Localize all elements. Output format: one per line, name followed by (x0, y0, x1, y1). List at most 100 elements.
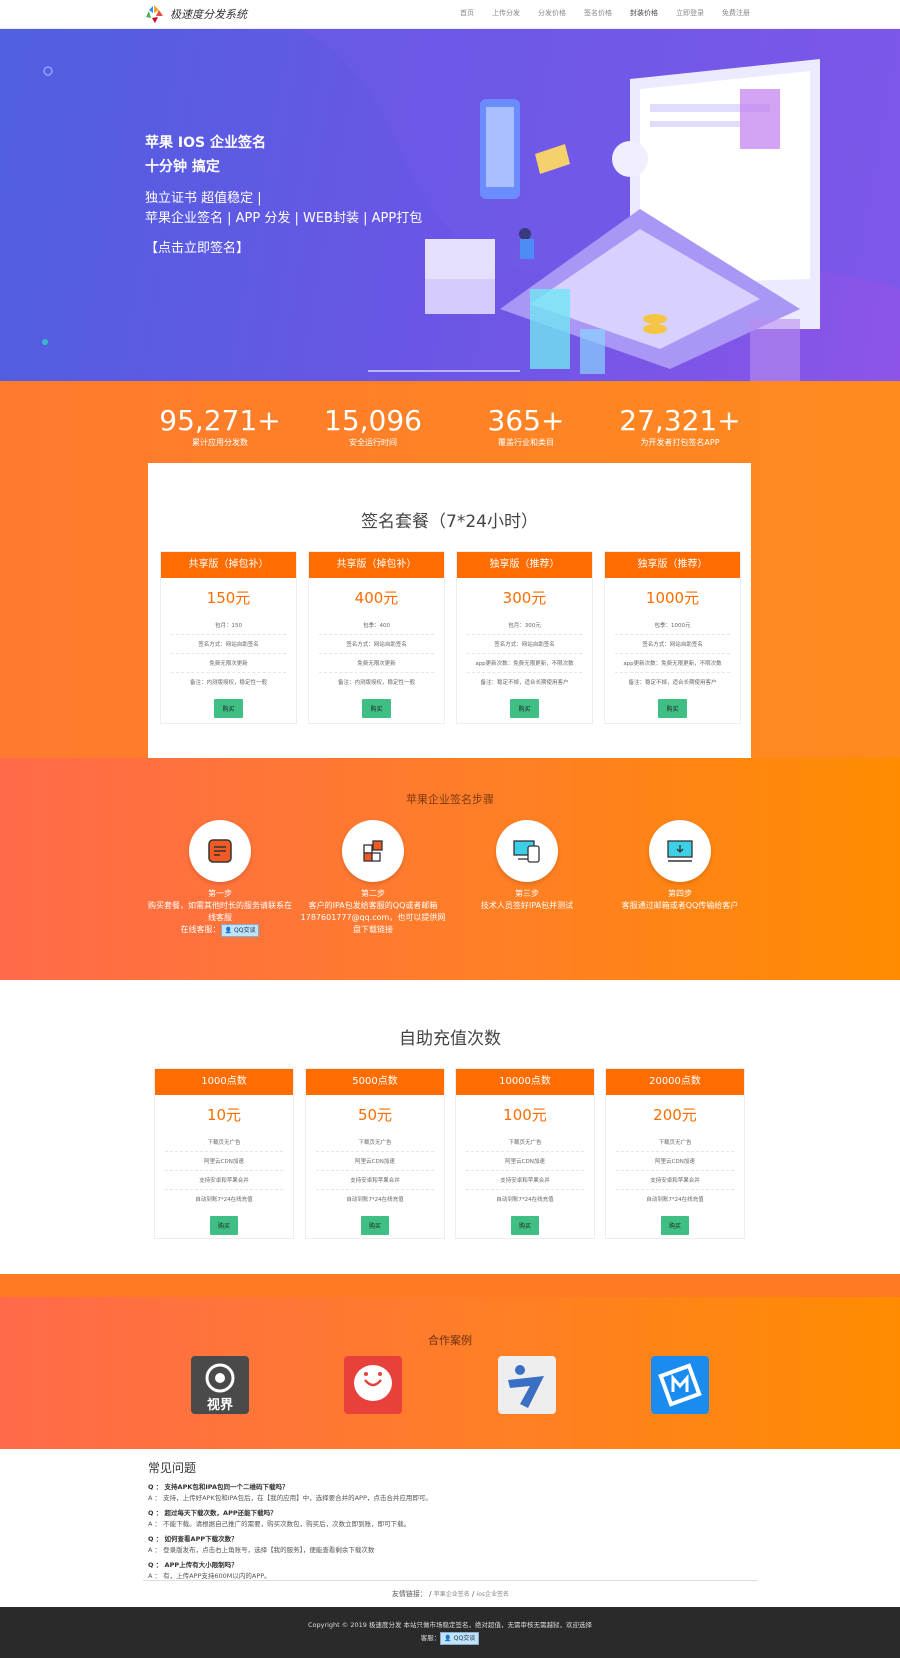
partner-logo-smile[interactable] (344, 1356, 402, 1414)
faq-answer: A ： 有，上传APP支持600M以内的APP。 (148, 1572, 271, 1580)
plan-feature: app更新次数：免费无限更新，不限次数 (467, 654, 582, 673)
recharge-plan-card: 10000点数 100元 下载页无广告 阿里云CDN加速 支持安卓和苹果合并 自动到账7… (455, 1068, 595, 1239)
plan-feature: 签名方式：网站自助签名 (615, 635, 730, 654)
stat-label: 覆盖行业和类目 (498, 438, 554, 447)
partner-logo-shijie[interactable]: 视界 (191, 1356, 249, 1414)
plan-name: 10000点数 (456, 1069, 594, 1095)
buy-button[interactable]: 购买 (362, 699, 391, 718)
plan-feature: 签名方式：网站自助签名 (467, 635, 582, 654)
plan-name: 共享版（掉包补） (161, 552, 296, 578)
plan-feature: 阿里云CDN加速 (316, 1152, 434, 1171)
service-label: 客服： (420, 1634, 441, 1642)
buy-button[interactable]: 购买 (209, 1216, 238, 1235)
stat-label: 安全运行时间 (349, 438, 397, 447)
plan-name: 独享版（推荐） (605, 552, 740, 578)
plan-price: 50元 (357, 1106, 393, 1124)
nav-sign-price[interactable]: 签名价格 (584, 9, 612, 17)
step-title: 第二步 (361, 889, 385, 898)
plan-price: 200元 (653, 1106, 697, 1124)
plan-feature: 自动到账7*24在线充值 (496, 1197, 554, 1203)
plan-name: 5000点数 (306, 1069, 444, 1095)
faq-answer: A ： 登录版发布，点击右上角账号，选择【我的服务】，便能查看剩余下载次数 (148, 1546, 375, 1554)
plan-feature: app更新次数：免费无限更新，不限次数 (615, 654, 730, 673)
buy-button[interactable]: 购买 (360, 1216, 389, 1235)
plan-name: 1000点数 (155, 1069, 293, 1095)
divider-strip (0, 1274, 900, 1297)
footer-qq-chat-button[interactable]: 👤 QQ交谈 (440, 1632, 480, 1645)
monitor-download-icon (667, 840, 693, 862)
qq-icon: 👤 (444, 1635, 452, 1642)
nav-login[interactable]: 立即登录 (676, 9, 704, 17)
friend-link-apple-sign[interactable]: 苹果企业签名 (433, 1591, 470, 1598)
qq-chat-button[interactable]: 👤 QQ交谈 (220, 924, 260, 937)
footer: Copyright © 2019 极速度分发 本站只做市场稳定签名，绝对超值，无… (0, 1607, 900, 1658)
plan-feature: 签名方式：网站自助签名 (319, 635, 434, 654)
plan-name: 共享版（掉包补） (309, 552, 444, 578)
partner-logo-runner[interactable] (498, 1356, 556, 1414)
stat-apps: 27,321+ 为开发者打包签名APP (600, 405, 760, 448)
step-text: 购买套餐，如需其他时长的服务请联系在线客服 (148, 901, 292, 922)
plan-price: 150元 (206, 589, 251, 607)
document-icon (208, 839, 232, 863)
faq-question: Q ： 超过每天下载次数，APP还能下载吗？ (148, 1509, 277, 1517)
plan-price: 300元 (502, 589, 547, 607)
top-nav: 极速度分发系统 首页 上传分发 分发价格 签名价格 封装价格 立即登录 免费注册 (0, 0, 900, 29)
separator: / (472, 1590, 475, 1598)
hero-sign-now-link[interactable]: 【点击立即签名】 (145, 241, 250, 256)
stat-uptime: 15,096 安全运行时间 (293, 405, 453, 448)
plan-feature: 自动到账7*24在线充值 (646, 1197, 704, 1203)
runner-logo-icon (508, 1365, 544, 1408)
recharge-plan-card: 1000点数 10元 下载页无广告 阿里云CDN加速 支持安卓和苹果合并 自动到账7*2… (154, 1068, 294, 1239)
steps-title: 苹果企业签名步骤 (406, 793, 494, 806)
stat-value: 365+ (487, 404, 565, 437)
step-text: 客服通过邮箱或者QQ传输给客户 (621, 901, 739, 910)
copyright: Copyright © 2019 极速度分发 本站只做市场稳定签名，绝对超值，无… (307, 1621, 593, 1629)
m-logo-icon (658, 1363, 702, 1407)
plan-feature: 备注：稳定不掉，适合长期使用客户 (480, 680, 569, 686)
buy-button[interactable]: 购买 (510, 1216, 539, 1235)
plan-name: 独享版（推荐） (457, 552, 592, 578)
buy-button[interactable]: 购买 (660, 1216, 689, 1235)
nav-distribution-price[interactable]: 分发价格 (538, 9, 566, 17)
stat-industries: 365+ 覆盖行业和类目 (446, 405, 606, 448)
partners-section: 合作案例 视界 (0, 1297, 900, 1449)
friend-link-ios-sign[interactable]: ios企业签名 (476, 1591, 510, 1598)
brand-logo[interactable]: 极速度分发系统 (144, 4, 247, 24)
plan-feature: 免费无限次更新 (171, 654, 286, 673)
sign-plan-card: 独享版（推荐） 1000元 包季：1000元 签名方式：网站自助签名 app更新次数：… (604, 551, 741, 724)
nav-wrap-price[interactable]: 封装价格 (630, 9, 658, 17)
step-3: 第三步 技术人员签好IPA包并测试 (452, 820, 602, 912)
plan-name: 20000点数 (606, 1069, 744, 1095)
faq-question: Q ： 如何查看APP下载次数？ (148, 1535, 238, 1543)
plan-feature: 阿里云CDN加速 (466, 1152, 584, 1171)
plan-feature: 支持安卓和苹果合并 (316, 1171, 434, 1190)
faq-question: Q ： 支持APK包和IPA包同一个二维码下载吗？ (148, 1483, 289, 1491)
laptop-illustration (425, 59, 820, 381)
friend-links-label: 友情链接： (391, 1590, 427, 1598)
nav-upload[interactable]: 上传分发 (492, 9, 520, 17)
stat-label: 为开发者打包签名APP (640, 438, 720, 447)
partner-logo-m[interactable] (651, 1356, 709, 1414)
qq-icon: 👤 (224, 927, 233, 934)
step-2: 第二步 客户的IPA包发给客服的QQ或者邮箱1787601777@qq.com，… (298, 820, 448, 936)
devices-icon (513, 840, 540, 863)
sign-plan-card: 独享版（推荐） 300元包月：300元 签名方式：网站自助签名 app更新次数：免费… (456, 551, 593, 724)
stat-value: 27,321+ (619, 404, 741, 437)
plan-feature: 阿里云CDN加速 (616, 1152, 734, 1171)
sign-plans-title: 签名套餐（7*24小时） (361, 512, 538, 532)
recharge-title: 自助充值次数 (399, 1029, 501, 1049)
faq-title: 常见问题 (148, 1461, 197, 1475)
logo-icon (146, 5, 163, 23)
separator: / (429, 1590, 432, 1598)
faq-question: Q ： APP上传有大小限制吗？ (148, 1561, 238, 1569)
buy-button[interactable]: 购买 (214, 699, 243, 718)
faq-section: 常见问题 Q ： 支持APK包和IPA包同一个二维码下载吗？ A ： 支持，上传… (148, 1459, 758, 1580)
recharge-section: 自助充值次数 1000点数 10元 下载页无广告 阿里云CDN加速 支持安卓和苹果合并… (0, 980, 900, 1274)
buy-button[interactable]: 购买 (658, 699, 687, 718)
nav-register[interactable]: 免费注册 (722, 9, 750, 17)
plan-feature: 包月：300元 (467, 616, 582, 635)
plan-feature: 包月：150 (171, 616, 286, 635)
nav-home[interactable]: 首页 (460, 9, 474, 17)
buy-button[interactable]: 购买 (510, 699, 539, 718)
plan-feature: 阿里云CDN加速 (165, 1152, 283, 1171)
